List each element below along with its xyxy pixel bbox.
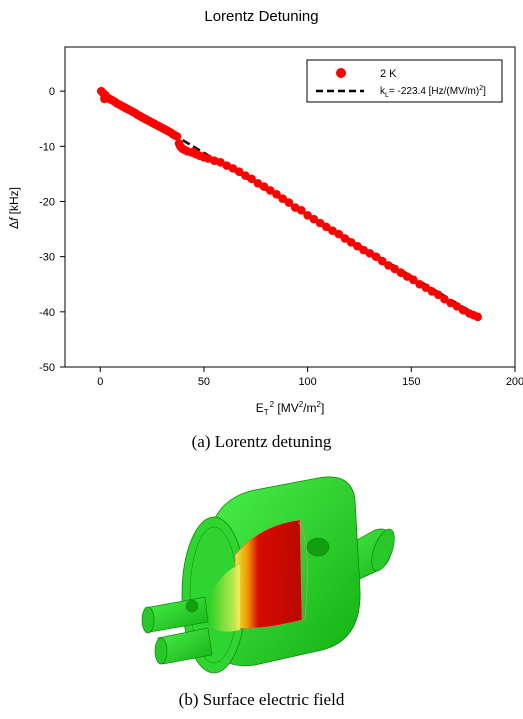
data-point	[315, 218, 325, 228]
legend-box	[306, 59, 503, 103]
points-layer	[96, 86, 482, 322]
x-axis-label: ET2 [MV2/m2]	[256, 400, 325, 417]
data-point	[172, 132, 182, 141]
data-point	[309, 214, 319, 224]
data-point	[409, 275, 418, 285]
x-tick-label: 100	[298, 376, 316, 388]
axis-ticks: 0 50 100 150 200 0 -10 -20 -30 -40 -50	[39, 86, 523, 388]
legend: 2 K kL= -223.4 [Hz/(MV/m)2]	[306, 59, 503, 103]
caption-a: (a) Lorentz detuning	[191, 432, 332, 451]
y-tick-label: -50	[39, 362, 55, 374]
data-point	[334, 229, 344, 239]
y-tick-label: -30	[39, 252, 55, 264]
data-point	[297, 206, 306, 215]
data-point	[321, 222, 331, 232]
x-tick-label: 150	[402, 376, 420, 388]
data-point	[259, 182, 269, 191]
data-point	[377, 256, 387, 266]
data-point	[340, 234, 350, 243]
legend-label-fit: kL= -223.4 [Hz/(MV/m)2]	[380, 85, 486, 99]
x-tick-label: 50	[198, 376, 210, 388]
data-point	[353, 241, 362, 251]
caption-b: (b) Surface electric field	[178, 690, 345, 709]
data-point	[346, 238, 356, 247]
legend-marker-2k	[336, 68, 346, 78]
data-point	[272, 190, 281, 199]
y-tick-label: -40	[39, 307, 55, 319]
data-point	[371, 252, 381, 261]
x-tick-label: 0	[97, 376, 103, 388]
y-tick-label: -10	[39, 141, 55, 153]
data-point	[473, 312, 482, 322]
chart-title: Lorentz Detuning	[204, 8, 319, 25]
data-point	[440, 294, 449, 304]
data-point	[234, 167, 244, 176]
y-tick-label: 0	[49, 86, 55, 98]
lorentz-detuning-chart: 0 50 100 150 200 0 -10 -20 -30 -40 -50 2 K kL= -22…	[7, 46, 523, 417]
plot-frame	[64, 46, 516, 368]
data-point	[303, 210, 312, 220]
data-point	[284, 198, 294, 207]
x-tick-label: 200	[506, 376, 523, 388]
legend-label-2k: 2 K	[380, 68, 397, 80]
y-axis-label: Δf [kHz]	[7, 187, 21, 229]
data-point	[396, 268, 406, 277]
data-point	[421, 283, 431, 292]
data-point	[433, 290, 443, 300]
y-tick-label: -20	[39, 196, 55, 208]
data-point	[278, 194, 288, 204]
cavity-body	[141, 476, 395, 674]
data-point	[265, 186, 275, 195]
data-point	[247, 174, 256, 184]
data-point	[390, 264, 400, 274]
data-point	[452, 302, 462, 311]
